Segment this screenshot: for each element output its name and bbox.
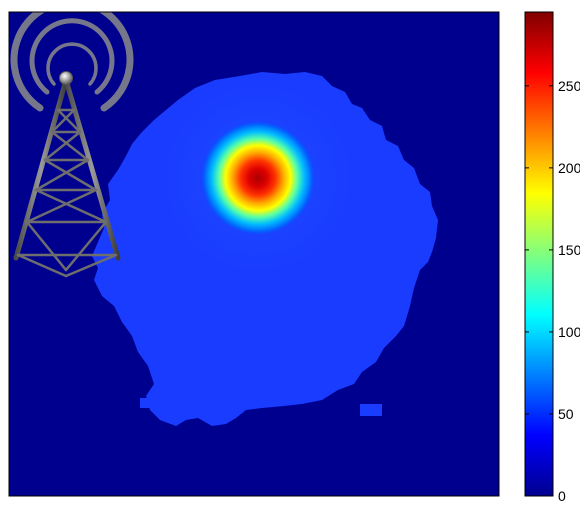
colorbar: 0 50 100 150 200 250 xyxy=(524,11,580,504)
heatmap-plot-area xyxy=(9,12,499,496)
colorbar-gradient xyxy=(524,11,554,497)
colorbar-tick-label: 50 xyxy=(558,406,574,422)
colorbar-tick-label: 0 xyxy=(558,488,566,504)
colorbar-tick-label: 150 xyxy=(558,242,580,258)
colorbar-tick-label: 250 xyxy=(558,78,580,94)
heatmap-hotspot xyxy=(200,120,316,236)
colorbar-tick-label: 200 xyxy=(558,160,580,176)
radio-tower-icon xyxy=(10,12,134,279)
colorbar-tick-label: 100 xyxy=(558,324,580,340)
heatmap-plot-frame xyxy=(8,11,500,497)
colorbar-ticks: 0 50 100 150 200 250 xyxy=(525,78,580,504)
heatmap-coverage-patch xyxy=(140,398,158,408)
heatmap-coverage-patch xyxy=(360,404,382,416)
